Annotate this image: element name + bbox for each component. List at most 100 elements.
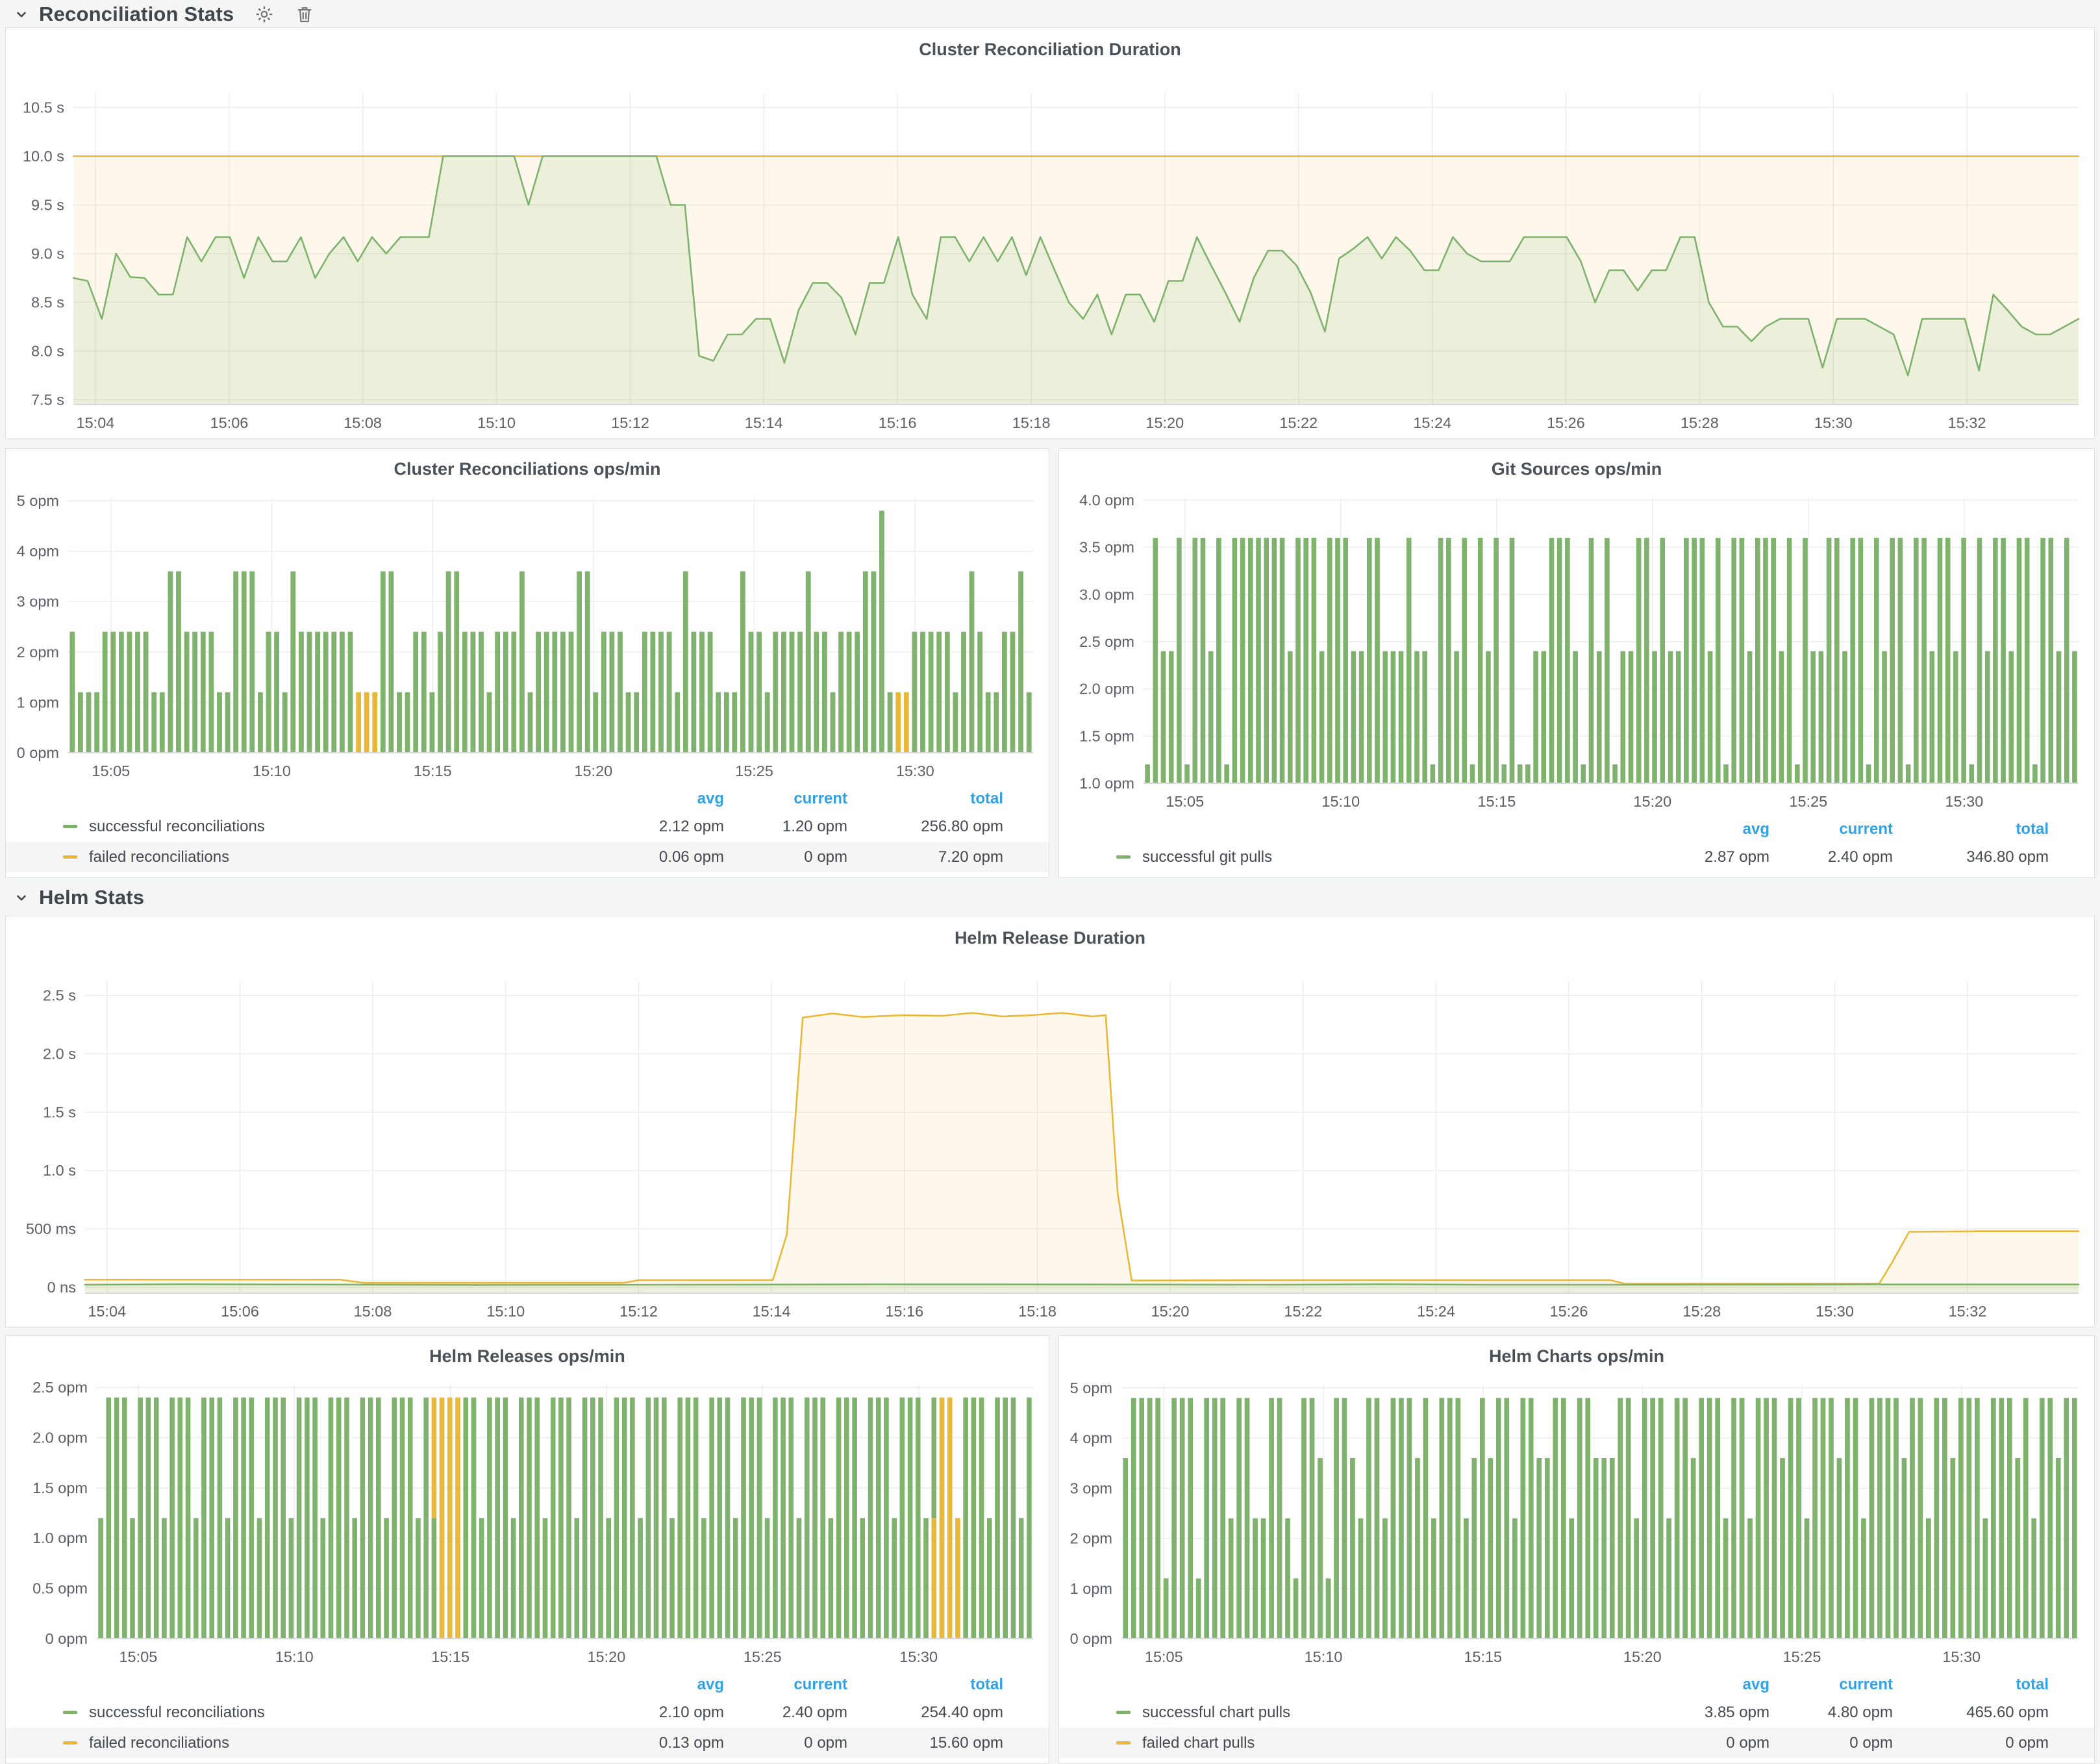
series-color-dash bbox=[1116, 855, 1131, 859]
cluster-reconciliations-chart[interactable]: 5 opm 4 opm 3 opm 2 opm 1 opm 0 opm 15:05 15:10… bbox=[6, 479, 1049, 787]
svg-text:1.0 opm: 1.0 opm bbox=[32, 1530, 88, 1546]
svg-text:3.5 opm: 3.5 opm bbox=[1079, 539, 1134, 556]
svg-text:1.5 opm: 1.5 opm bbox=[32, 1480, 88, 1496]
panel-git-sources-opm: Git Sources ops/min 4.0 opm 3.5 opm 3.0 op… bbox=[1058, 448, 2095, 878]
section-header-reconciliation-stats[interactable]: Reconciliation Stats bbox=[13, 1, 314, 27]
svg-text:1 opm: 1 opm bbox=[1070, 1580, 1112, 1597]
svg-text:15:15: 15:15 bbox=[414, 762, 452, 779]
svg-text:15:10: 15:10 bbox=[477, 414, 516, 431]
legend: avg current total successful chart pulls… bbox=[1059, 1672, 2094, 1763]
svg-text:15:16: 15:16 bbox=[885, 1303, 923, 1320]
legend-col-current[interactable]: current bbox=[794, 790, 847, 807]
svg-text:15:30: 15:30 bbox=[896, 762, 934, 779]
panel-cluster-reconciliations-opm: Cluster Reconciliations ops/min 5 opm 4 o… bbox=[5, 448, 1049, 878]
panel-helm-release-duration: Helm Release Duration 2.5 s 2.0 s 1.5 s 1.0… bbox=[5, 916, 2095, 1328]
svg-text:500 ms: 500 ms bbox=[26, 1220, 76, 1237]
svg-text:15:12: 15:12 bbox=[611, 414, 649, 431]
helm-charts-chart[interactable]: 5 opm 4 opm 3 opm 2 opm 1 opm 0 opm 15:05 15:10… bbox=[1059, 1366, 2094, 1672]
gear-icon[interactable] bbox=[255, 5, 274, 24]
svg-text:15:10: 15:10 bbox=[275, 1648, 314, 1665]
stat-avg: 0.13 opm bbox=[658, 1733, 724, 1752]
stat-total: 346.80 opm bbox=[1966, 848, 2049, 866]
svg-text:3 opm: 3 opm bbox=[17, 593, 59, 610]
svg-text:15:10: 15:10 bbox=[253, 762, 291, 779]
git-sources-chart[interactable]: 4.0 opm 3.5 opm 3.0 opm 2.5 opm 2.0 opm 1.5 o… bbox=[1059, 479, 2094, 817]
svg-text:10.0 s: 10.0 s bbox=[23, 148, 64, 165]
svg-text:15:20: 15:20 bbox=[1145, 414, 1184, 431]
svg-text:7.5 s: 7.5 s bbox=[31, 392, 64, 409]
legend-col-avg[interactable]: avg bbox=[1742, 820, 1769, 838]
legend-col-avg[interactable]: avg bbox=[697, 790, 724, 807]
stat-avg: 2.12 opm bbox=[658, 817, 724, 835]
panel-title[interactable]: Helm Releases ops/min bbox=[429, 1346, 625, 1366]
svg-text:2.5 opm: 2.5 opm bbox=[32, 1379, 88, 1396]
trash-icon[interactable] bbox=[295, 5, 314, 24]
svg-text:15:28: 15:28 bbox=[1681, 414, 1719, 431]
svg-text:15:04: 15:04 bbox=[88, 1303, 126, 1320]
legend-header: avg current total bbox=[1116, 1672, 2049, 1697]
svg-text:10.5 s: 10.5 s bbox=[23, 99, 64, 116]
legend-col-current[interactable]: current bbox=[1839, 1676, 1893, 1693]
cluster-reconciliation-duration-chart[interactable]: 10.5 s 10.0 s 9.5 s 9.0 s 8.5 s 8.0 s 7.5 s 15:… bbox=[6, 66, 2094, 438]
legend-col-avg[interactable]: avg bbox=[697, 1676, 724, 1693]
legend-row-failed: failed chart pulls 0 opm 0 opm 0 opm bbox=[1116, 1728, 2049, 1758]
panel-title[interactable]: Helm Charts ops/min bbox=[1488, 1346, 1665, 1366]
svg-text:0 opm: 0 opm bbox=[1070, 1630, 1112, 1647]
legend-col-avg[interactable]: avg bbox=[1742, 1676, 1769, 1693]
svg-text:0 opm: 0 opm bbox=[17, 744, 59, 761]
svg-text:4 opm: 4 opm bbox=[17, 543, 59, 560]
svg-text:2 opm: 2 opm bbox=[17, 644, 59, 661]
legend: avg current total successful reconciliat… bbox=[6, 1672, 1049, 1763]
svg-text:15:32: 15:32 bbox=[1949, 1303, 1987, 1320]
svg-text:15:24: 15:24 bbox=[1413, 414, 1451, 431]
svg-text:2.0 opm: 2.0 opm bbox=[1079, 681, 1134, 698]
series-color-dash bbox=[63, 855, 77, 859]
panel-title[interactable]: Cluster Reconciliations ops/min bbox=[394, 459, 661, 479]
svg-text:2.5 opm: 2.5 opm bbox=[1079, 633, 1134, 650]
series-label: failed reconciliations bbox=[89, 1733, 230, 1752]
svg-text:15:24: 15:24 bbox=[1417, 1303, 1455, 1320]
stat-avg: 0.06 opm bbox=[658, 848, 724, 866]
svg-text:15:12: 15:12 bbox=[619, 1303, 658, 1320]
svg-text:15:20: 15:20 bbox=[587, 1648, 625, 1665]
helm-releases-chart[interactable]: 2.5 opm 2.0 opm 1.5 opm 1.0 opm 0.5 opm 0 opm… bbox=[6, 1366, 1049, 1672]
series-color-dash bbox=[63, 1741, 77, 1745]
svg-text:8.0 s: 8.0 s bbox=[31, 343, 64, 360]
svg-text:15:10: 15:10 bbox=[1321, 793, 1360, 810]
legend-col-total[interactable]: total bbox=[2016, 820, 2049, 838]
legend-col-total[interactable]: total bbox=[970, 1676, 1003, 1693]
legend-col-current[interactable]: current bbox=[794, 1676, 847, 1693]
legend: avg current total successful git pulls 2… bbox=[1059, 817, 2094, 877]
stat-current: 2.40 opm bbox=[782, 1703, 847, 1721]
panel-title[interactable]: Cluster Reconciliation Duration bbox=[919, 40, 1181, 59]
svg-text:8.5 s: 8.5 s bbox=[31, 294, 64, 311]
svg-text:0 opm: 0 opm bbox=[45, 1630, 88, 1647]
section-title[interactable]: Reconciliation Stats bbox=[39, 3, 234, 25]
svg-text:1.0 s: 1.0 s bbox=[43, 1162, 76, 1179]
svg-text:15:26: 15:26 bbox=[1547, 414, 1585, 431]
helm-release-duration-chart[interactable]: 2.5 s 2.0 s 1.5 s 1.0 s 500 ms 0 ns 15:04 15:06… bbox=[6, 954, 2094, 1327]
panel-title[interactable]: Git Sources ops/min bbox=[1491, 459, 1662, 479]
legend-col-current[interactable]: current bbox=[1839, 820, 1893, 838]
svg-text:15:14: 15:14 bbox=[745, 414, 783, 431]
svg-text:2.0 s: 2.0 s bbox=[43, 1045, 76, 1062]
stat-avg: 3.85 opm bbox=[1704, 1703, 1769, 1721]
svg-text:15:10: 15:10 bbox=[486, 1303, 525, 1320]
legend-col-total[interactable]: total bbox=[2016, 1676, 2049, 1693]
svg-text:15:18: 15:18 bbox=[1012, 414, 1051, 431]
legend-col-total[interactable]: total bbox=[970, 790, 1003, 807]
svg-text:15:05: 15:05 bbox=[1166, 793, 1204, 810]
section-header-helm-stats[interactable]: Helm Stats bbox=[13, 885, 144, 911]
svg-text:15:20: 15:20 bbox=[1623, 1648, 1662, 1665]
panel-helm-releases-opm: Helm Releases ops/min 2.5 opm 2.0 opm 1.5 … bbox=[5, 1335, 1049, 1764]
svg-text:0 ns: 0 ns bbox=[47, 1279, 76, 1296]
svg-text:15:10: 15:10 bbox=[1305, 1648, 1343, 1665]
legend: avg current total successful reconciliat… bbox=[6, 787, 1049, 877]
legend-row-successful: successful reconciliations 2.12 opm 1.20… bbox=[63, 811, 1003, 842]
section-title[interactable]: Helm Stats bbox=[39, 886, 145, 909]
svg-text:15:30: 15:30 bbox=[1945, 793, 1983, 810]
panel-title[interactable]: Helm Release Duration bbox=[954, 928, 1146, 948]
svg-text:4 opm: 4 opm bbox=[1070, 1430, 1112, 1446]
stat-current: 1.20 opm bbox=[782, 817, 847, 835]
